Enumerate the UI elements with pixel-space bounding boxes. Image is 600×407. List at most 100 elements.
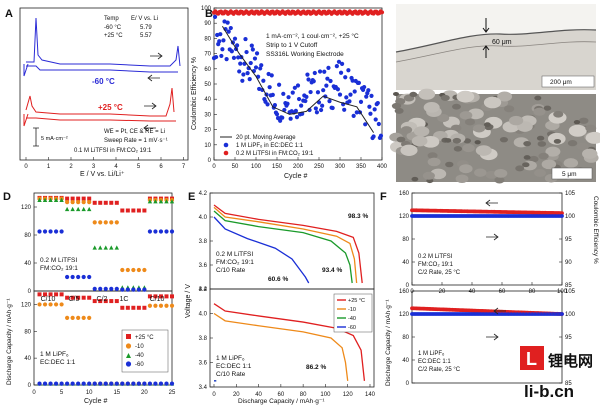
panel-d-point-m40 — [114, 245, 119, 250]
panel-d-point-m40 — [147, 199, 153, 204]
panel-d-x-tick-label: 10 — [86, 390, 93, 396]
panel-c-grain — [427, 152, 438, 159]
panel-b-point-blue — [317, 69, 323, 74]
panel-b-point-blue — [261, 78, 266, 83]
panel-d-y-tick-label: 80 — [24, 233, 31, 239]
panel-d-point-m60 — [98, 381, 103, 386]
panel-c-grain — [455, 174, 469, 184]
panel-d-point-m60 — [48, 229, 53, 234]
panel-c-grain — [537, 141, 547, 147]
panel-f-top-caption-2: FM:CO₂ 19:1 — [418, 262, 454, 268]
panel-f-y-right-tick-label: 90 — [565, 358, 572, 364]
panel-d-point-r25 — [103, 200, 108, 205]
panel-c-grain — [475, 145, 492, 156]
panel-c-grain — [523, 155, 531, 160]
watermark-logo — [520, 346, 544, 370]
panel-d-point-m10 — [131, 267, 136, 273]
panel-d-point-m60 — [87, 381, 92, 386]
panel-c-grain — [509, 115, 524, 126]
panel-b-point-blue — [336, 59, 342, 64]
panel-d-point-m10 — [103, 220, 108, 225]
panel-d-point-m60 — [103, 286, 108, 291]
panel-b-legend: 20 pt. Moving Average 1 M LiPF₆ in EC:DE… — [220, 135, 314, 157]
panel-d-x-tick-label: 20 — [141, 390, 148, 396]
panel-f-bottom-caption-3: C/2 Rate, 25 °C — [418, 367, 461, 373]
panel-d-point-r25 — [120, 305, 125, 310]
panel-b-point-blue — [364, 94, 369, 99]
panel-d-legend-m10-swatch — [125, 343, 132, 349]
panel-b-point-blue — [372, 107, 377, 112]
panel-b-point-blue — [346, 68, 351, 73]
panel-b-y-tick-label: 70 — [204, 52, 211, 58]
panel-b-legend-blue-swatch — [223, 142, 229, 148]
panel-d-point-r25 — [109, 200, 114, 205]
panel-c-grain — [462, 143, 475, 153]
panel-d-point-r25 — [125, 305, 130, 310]
panel-f-bottom-arrow-left — [493, 307, 506, 315]
panel-d-point-m10 — [98, 220, 103, 225]
panel-f-y-tick-label: 0 — [406, 283, 410, 289]
panel-a-arrow-right-warm — [144, 102, 157, 110]
panel-b-y-tick-label: 90 — [204, 21, 211, 27]
panel-d-point-m40 — [103, 245, 108, 250]
panel-c-grain — [422, 171, 435, 180]
panel-c-grain — [553, 138, 562, 144]
panel-d-point-m60 — [131, 287, 136, 292]
panel-d-point-m60 — [87, 274, 92, 280]
panel-b-point-blue — [249, 43, 254, 48]
panel-f-x-tick-label: 0 — [410, 289, 414, 295]
panel-c-grain — [534, 169, 546, 177]
panel-c-grain — [545, 146, 561, 157]
panel-c-grain — [533, 107, 546, 116]
panel-c-grain — [547, 132, 566, 145]
panel-d-point-m60 — [70, 381, 75, 386]
panel-d-point-m40 — [92, 245, 97, 250]
panel-c-grain — [582, 148, 598, 159]
panel-b-point-blue — [292, 85, 297, 90]
panel-b-point-blue — [343, 75, 348, 80]
panel-f-y-label-left: Discharge Capacity / mAh·g⁻¹ — [385, 299, 392, 386]
panel-c-grain — [418, 88, 436, 100]
panel-e-annotation-60: 60.6 % — [268, 276, 288, 283]
panel-d-point-m40 — [81, 206, 86, 212]
panel-b-point-blue — [272, 103, 277, 108]
panel-d-point-r25 — [142, 305, 147, 310]
panel-d-x-label: Cycle # — [84, 398, 107, 405]
panel-b-y-label: Coulombic Efficiency % — [191, 57, 198, 130]
panel-b-x-tick-label: 300 — [335, 164, 346, 170]
panel-d-legend-m60: -60 — [135, 362, 144, 368]
panel-b-y-tick-label: 100 — [201, 6, 212, 12]
panel-d-point-m40 — [98, 245, 103, 250]
panel-c-grain — [445, 161, 454, 168]
panel-b-point-blue — [228, 25, 233, 31]
panel-f-y-tick-label: 160 — [399, 191, 410, 197]
panel-a-arrow-left-warm — [143, 124, 156, 132]
panel-c-grain — [437, 114, 450, 123]
panel-d-point-r25 — [131, 208, 136, 213]
panel-b-point-blue — [241, 72, 246, 77]
panel-d-point-m60 — [142, 287, 147, 292]
panel-c-grain — [396, 136, 406, 143]
panel-b-point-blue — [371, 134, 376, 139]
panel-b-point-blue — [269, 73, 274, 78]
panel-b-point-blue — [373, 117, 378, 122]
panel-c-grain — [459, 111, 473, 120]
panel-f-x-tick-label: 80 — [529, 289, 536, 295]
panel-b-x-label: Cycle # — [284, 173, 307, 180]
panel-e-line-m10 — [213, 206, 358, 284]
panel-c-grain — [463, 138, 472, 144]
panel-d-point-r25 — [76, 295, 81, 300]
panel-b-point-blue — [243, 36, 248, 42]
panel-b-point-blue — [366, 88, 371, 93]
panel-d-point-m60 — [109, 381, 114, 386]
panel-d-point-r25 — [87, 295, 92, 300]
panel-b-point-blue — [222, 19, 227, 24]
panel-b-x-tick-label: 400 — [377, 164, 388, 170]
panel-c-grain — [411, 176, 419, 182]
panel-a-row2-e: 5.57 — [140, 33, 152, 39]
panel-d-point-m10 — [76, 200, 81, 205]
panel-d-point-m40 — [70, 206, 75, 212]
panel-c-grain — [456, 90, 475, 103]
panel-e-bottom-caption-3: C/10 Rate — [216, 371, 246, 378]
panel-b-point-blue — [274, 112, 280, 117]
